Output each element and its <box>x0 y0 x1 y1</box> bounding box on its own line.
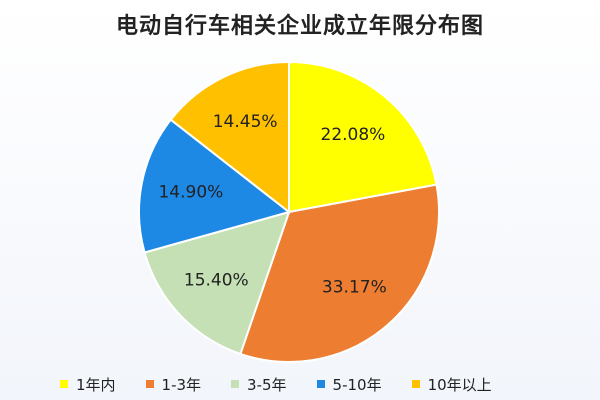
pie-slice-3 <box>143 210 291 356</box>
slice-label-1: 22.08% <box>321 125 386 145</box>
legend-label-1: 1年内 <box>76 375 116 394</box>
legend-label-4: 5-10年 <box>332 375 382 394</box>
chart-legend: 1年内 1-3年 3-5年 5-10年 10年以上 <box>60 372 580 396</box>
pie-slice-1 <box>288 60 438 214</box>
slice-label-2: 33.17% <box>322 278 387 298</box>
pie-slice-2 <box>239 183 440 363</box>
legend-label-2: 1-3年 <box>161 375 202 394</box>
legend-item-2: 1-3年 <box>145 374 202 395</box>
legend-item-3: 3-5年 <box>231 374 287 395</box>
legend-swatch-4 <box>316 380 325 388</box>
legend-swatch-2 <box>145 380 154 388</box>
legend-label-3: 3-5年 <box>247 375 287 394</box>
legend-swatch-5 <box>411 380 420 388</box>
slice-label-4: 14.90% <box>158 183 223 203</box>
pie-slice-4 <box>138 118 292 254</box>
legend-swatch-3 <box>231 380 240 388</box>
pie-slice-5 <box>169 60 290 215</box>
legend-label-5: 10年以上 <box>427 375 492 394</box>
legend-item-1: 1年内 <box>60 374 116 395</box>
slice-label-5: 14.45% <box>213 112 278 132</box>
legend-item-5: 10年以上 <box>411 374 492 395</box>
legend-item-4: 5-10年 <box>316 374 382 395</box>
slice-label-3: 15.40% <box>184 271 249 291</box>
chart-title: 电动自行车相关企业成立年限分布图 <box>115 14 484 39</box>
legend-swatch-1 <box>60 380 68 388</box>
